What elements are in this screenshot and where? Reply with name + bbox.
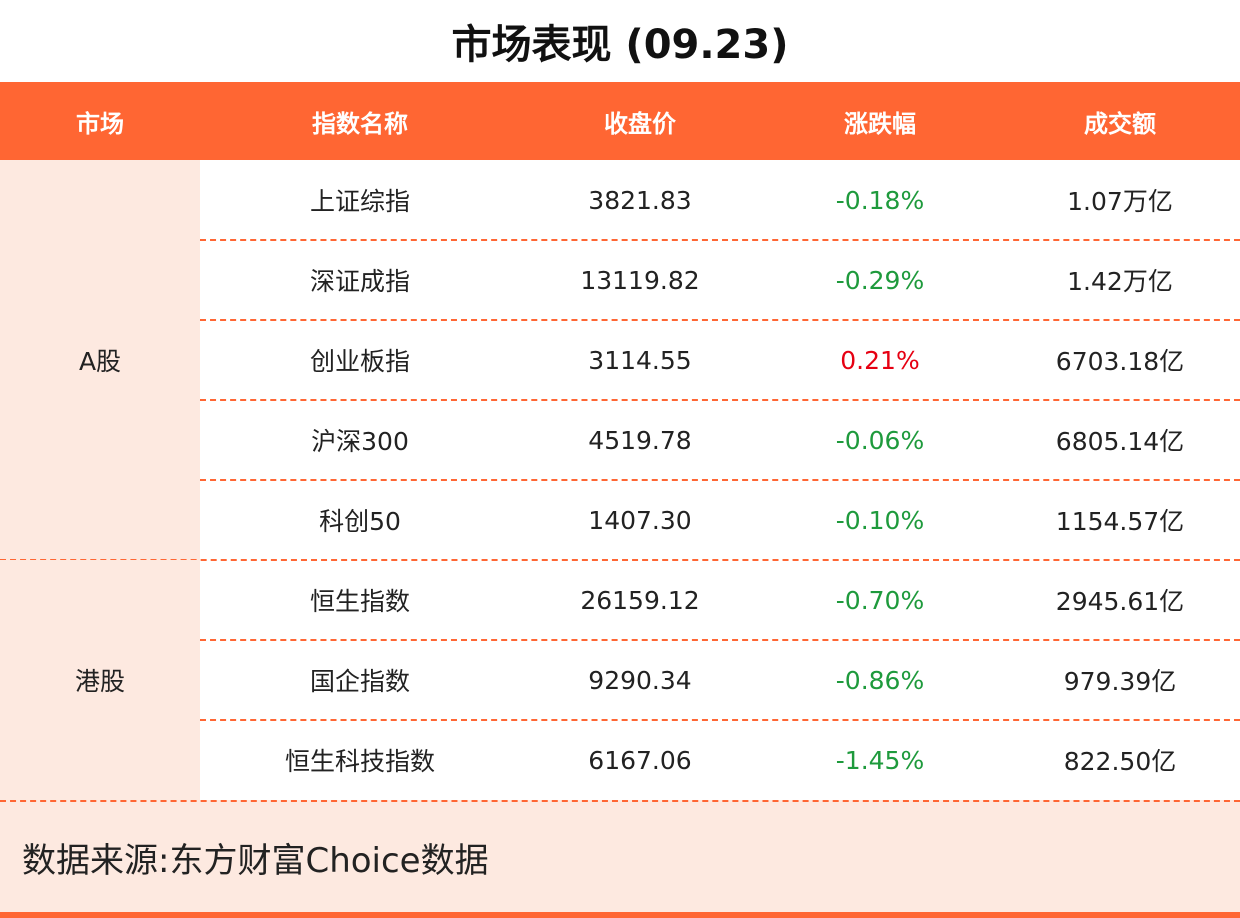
header-cell: 涨跌幅	[844, 109, 916, 138]
table-cell: 26159.12	[580, 585, 700, 615]
header-cell: 收盘价	[604, 109, 676, 138]
table-cell: 深证成指	[309, 267, 410, 296]
table-cell: 恒生科技指数	[284, 747, 435, 776]
table-cell: 3114.55	[588, 345, 692, 375]
table-cell: 1407.30	[588, 505, 692, 535]
table-cell: -0.29%	[835, 265, 925, 295]
table-cell: -0.70%	[835, 585, 925, 615]
table-cell: 1.42万亿	[1067, 267, 1173, 296]
group-separator	[0, 559, 1240, 561]
title: 市场表现 (09.23)	[451, 22, 789, 68]
table-cell: 0.21%	[840, 345, 920, 375]
header-cell: 指数名称	[312, 109, 408, 138]
row-separator	[200, 239, 1240, 241]
table-cell: 科创50	[319, 507, 401, 536]
table-cell: 6805.14亿	[1055, 427, 1185, 456]
table-cell: -0.86%	[835, 665, 925, 695]
table-cell: 1154.57亿	[1055, 507, 1185, 536]
footer: 数据来源:东方财富Choice数据	[0, 800, 1240, 912]
header-cell: 成交额	[1084, 109, 1156, 138]
table-cell: 6703.18亿	[1055, 347, 1185, 376]
bottom-bar	[0, 912, 1240, 918]
table-cell: 3821.83	[588, 185, 692, 215]
table-cell: 沪深300	[311, 427, 409, 456]
table-cell: 6167.06	[588, 745, 692, 775]
table-cell: 恒生指数	[309, 587, 410, 616]
header-cell: 市场	[76, 109, 124, 138]
table-cell: 13119.82	[580, 265, 700, 295]
table-cell: 创业板指	[309, 347, 410, 376]
row-separator	[200, 639, 1240, 641]
row-separator	[200, 319, 1240, 321]
market-cell: 港股	[0, 560, 200, 800]
table-header	[0, 82, 1240, 160]
row-separator	[200, 479, 1240, 481]
table-cell: -0.10%	[835, 505, 925, 535]
table-cell: -0.18%	[835, 185, 925, 215]
table-cell: -0.06%	[835, 425, 925, 455]
table-cell: 979.39亿	[1063, 667, 1177, 696]
row-separator	[200, 399, 1240, 401]
table-cell: -1.45%	[835, 745, 925, 775]
row-separator	[200, 719, 1240, 721]
table-cell: 上证综指	[309, 187, 410, 216]
table-cell: 4519.78	[588, 425, 692, 455]
table-cell: 1.07万亿	[1067, 187, 1173, 216]
table-cell: 9290.34	[588, 665, 692, 695]
table-cell: 2945.61亿	[1055, 587, 1185, 616]
table-cell: 国企指数	[309, 667, 410, 696]
table-cell: 822.50亿	[1063, 747, 1177, 776]
market-cell: A股	[0, 160, 200, 560]
